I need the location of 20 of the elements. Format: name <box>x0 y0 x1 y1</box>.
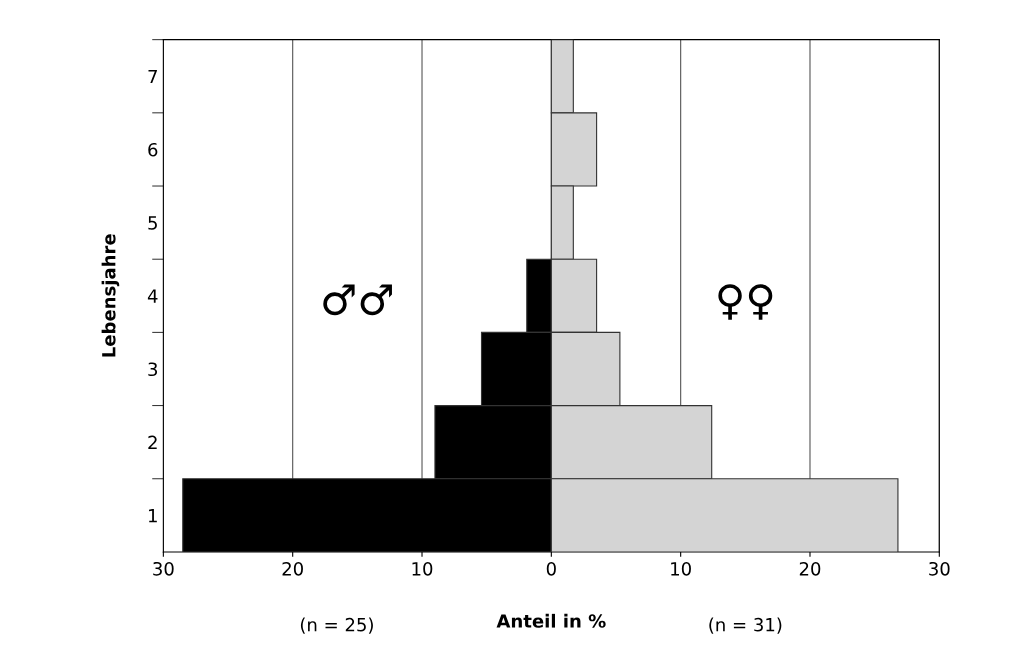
y-tick-label: 6 <box>148 142 158 157</box>
x-axis-title: Anteil in % <box>496 613 606 628</box>
x-tick-label: 0 <box>546 561 556 576</box>
y-tick-label: 3 <box>148 362 158 377</box>
x-tick-label: 30 <box>153 561 174 576</box>
y-tick-label: 2 <box>148 435 157 450</box>
x-tick-label: 10 <box>412 561 433 576</box>
y-axis-title: Lebensjahre <box>101 234 120 357</box>
y-tick-label: 5 <box>148 216 157 230</box>
text: (n = 25) <box>300 617 373 634</box>
y-tick-label: 4 <box>147 289 158 303</box>
x-tick-label: 10 <box>671 561 691 576</box>
text: (n = 31) <box>709 617 782 634</box>
text: ♂♂ <box>323 284 392 316</box>
x-tick-label: 30 <box>929 561 950 576</box>
x-tick-label: 20 <box>282 561 303 576</box>
y-tick-label: 7 <box>148 69 157 84</box>
y-tick-label: 1 <box>148 509 157 523</box>
x-tick-label: 20 <box>799 561 821 576</box>
text: ♀♀ <box>718 284 773 320</box>
